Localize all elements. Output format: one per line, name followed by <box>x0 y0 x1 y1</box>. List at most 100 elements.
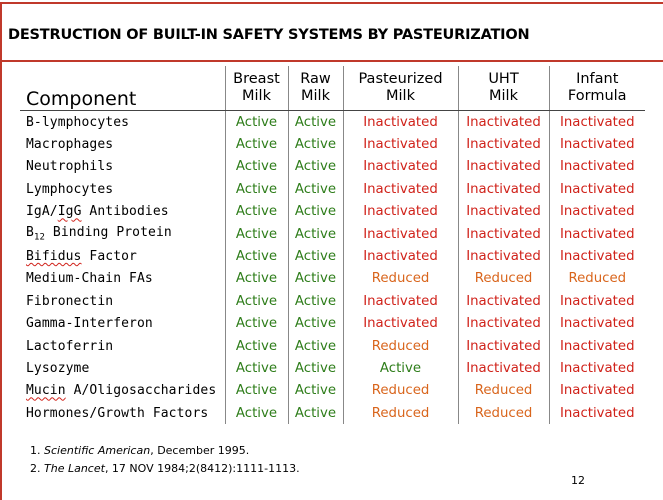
cell-breast-milk: Active <box>224 267 288 291</box>
cell-infant-formula: Inactivated <box>548 357 645 380</box>
component-name: Mucin A/Oligosaccharides <box>26 383 217 399</box>
table-row: B-lymphocytes Active Active Inactivated Inac… <box>20 110 645 134</box>
cell-uht-milk: Inactivated <box>457 290 549 313</box>
cell-breast-milk: Active <box>224 133 288 156</box>
component-name: B12 Binding Protein <box>26 225 172 243</box>
table-row: Lactoferrin Active Active Reduced Inactivate… <box>20 334 645 358</box>
cell-pasteurized-milk: Inactivated <box>342 222 458 246</box>
header-component: Component <box>20 66 225 111</box>
cell-pasteurized-milk: Reduced <box>342 267 458 291</box>
slide-title: DESTRUCTION OF BUILT-IN SAFETY SYSTEMS B… <box>8 27 530 43</box>
table-row: Fibronectin Active Active Inactivated Inacti… <box>20 290 645 313</box>
left-border <box>0 2 2 500</box>
cell-uht-milk: Inactivated <box>457 178 549 201</box>
component-name: Fibronectin <box>26 293 114 309</box>
header-uht-milk: UHT Milk <box>457 66 549 111</box>
cell-pasteurized-milk: Reduced <box>342 334 458 358</box>
cell-raw-milk: Active <box>287 245 343 268</box>
cell-breast-milk: Active <box>224 379 288 403</box>
component-name: B-lymphocytes <box>26 114 130 130</box>
cell-pasteurized-milk: Reduced <box>342 379 458 403</box>
cell-raw-milk: Active <box>287 334 343 358</box>
cell-breast-milk: Active <box>224 245 288 268</box>
component-name: Bifidus Factor <box>26 249 137 265</box>
cell-uht-milk: Inactivated <box>457 334 549 358</box>
cell-breast-milk: Active <box>224 155 288 179</box>
reference-2: 2. The Lancet, 17 NOV 1984;2(8412):1111-… <box>30 462 300 475</box>
cell-infant-formula: Reduced <box>548 267 645 291</box>
component-name: Lysozyme <box>26 360 90 376</box>
cell-pasteurized-milk: Inactivated <box>342 200 458 223</box>
component-name: Lactoferrin <box>26 338 114 354</box>
cell-raw-milk: Active <box>287 312 343 335</box>
cell-raw-milk: Active <box>287 200 343 223</box>
table-header-row: Component Breast Milk Raw Milk Pasteurized… <box>20 66 645 111</box>
cell-pasteurized-milk: Inactivated <box>342 133 458 156</box>
cell-breast-milk: Active <box>224 334 288 358</box>
reference-2-source: The Lancet <box>44 462 105 475</box>
cell-uht-milk: Inactivated <box>457 133 549 156</box>
cell-infant-formula: Inactivated <box>548 200 645 223</box>
cell-infant-formula: Inactivated <box>548 222 645 246</box>
cell-pasteurized-milk: Inactivated <box>342 155 458 179</box>
cell-breast-milk: Active <box>224 290 288 313</box>
cell-pasteurized-milk: Inactivated <box>342 110 458 134</box>
component-name: Lymphocytes <box>26 181 114 197</box>
cell-raw-milk: Active <box>287 133 343 156</box>
cell-uht-milk: Inactivated <box>457 155 549 179</box>
cell-pasteurized-milk: Inactivated <box>342 290 458 313</box>
page-number: 12 <box>571 474 585 487</box>
cell-uht-milk: Inactivated <box>457 312 549 335</box>
cell-uht-milk: Reduced <box>457 379 549 403</box>
cell-infant-formula: Inactivated <box>548 133 645 156</box>
table-row: Mucin A/Oligosaccharides Active Active Redu… <box>20 379 645 403</box>
component-name: Neutrophils <box>26 159 114 175</box>
title-divider <box>0 60 663 62</box>
cell-infant-formula: Inactivated <box>548 155 645 179</box>
cell-raw-milk: Active <box>287 155 343 179</box>
cell-uht-milk: Inactivated <box>457 110 549 134</box>
header-raw-milk: Raw Milk <box>287 66 343 111</box>
header-pasteurized-milk: Pasteurized Milk <box>342 66 458 111</box>
cell-uht-milk: Inactivated <box>457 200 549 223</box>
cell-infant-formula: Inactivated <box>548 334 645 358</box>
table-row: IgA/IgG Antibodies Active Active Inactivate… <box>20 200 645 223</box>
header-breast-milk: Breast Milk <box>224 66 288 111</box>
component-name: Hormones/Growth Factors <box>26 405 209 421</box>
reference-1-source: Scientific American <box>44 444 151 457</box>
cell-uht-milk: Reduced <box>457 267 549 291</box>
cell-raw-milk: Active <box>287 222 343 246</box>
table-row: Macrophages Active Active Inactivated Inacti… <box>20 133 645 156</box>
table-row: Hormones/Growth Factors Active Active Reduc… <box>20 402 645 425</box>
table-row: Bifidus Factor Active Active Inactivated Ina… <box>20 245 645 268</box>
cell-infant-formula: Inactivated <box>548 312 645 335</box>
cell-breast-milk: Active <box>224 178 288 201</box>
cell-raw-milk: Active <box>287 357 343 380</box>
table-row: Gamma-Interferon Active Active Inactivated I… <box>20 312 645 335</box>
table-row: Lymphocytes Active Active Inactivated Inacti… <box>20 178 645 201</box>
component-name: Gamma-Interferon <box>26 316 153 332</box>
cell-raw-milk: Active <box>287 267 343 291</box>
cell-pasteurized-milk: Active <box>342 357 458 380</box>
table-row: Neutrophils Active Active Inactivated Inacti… <box>20 155 645 179</box>
component-table: Component Breast Milk Raw Milk Pasteurized… <box>20 66 645 425</box>
table-row: Medium-Chain FAs Active Active Reduced Reduc… <box>20 267 645 291</box>
cell-uht-milk: Inactivated <box>457 357 549 380</box>
cell-pasteurized-milk: Inactivated <box>342 312 458 335</box>
cell-raw-milk: Active <box>287 110 343 134</box>
cell-raw-milk: Active <box>287 290 343 313</box>
cell-infant-formula: Inactivated <box>548 379 645 403</box>
reference-1: 1. Scientific American, December 1995. <box>30 444 250 457</box>
cell-breast-milk: Active <box>224 357 288 380</box>
cell-uht-milk: Reduced <box>457 402 549 425</box>
table-row: Lysozyme Active Active Active Inactivated Ina… <box>20 357 645 380</box>
cell-pasteurized-milk: Inactivated <box>342 245 458 268</box>
cell-raw-milk: Active <box>287 178 343 201</box>
cell-breast-milk: Active <box>224 110 288 134</box>
cell-raw-milk: Active <box>287 379 343 403</box>
cell-infant-formula: Inactivated <box>548 110 645 134</box>
cell-pasteurized-milk: Reduced <box>342 402 458 425</box>
top-border <box>0 2 663 4</box>
cell-breast-milk: Active <box>224 402 288 425</box>
component-name: Medium-Chain FAs <box>26 271 153 287</box>
